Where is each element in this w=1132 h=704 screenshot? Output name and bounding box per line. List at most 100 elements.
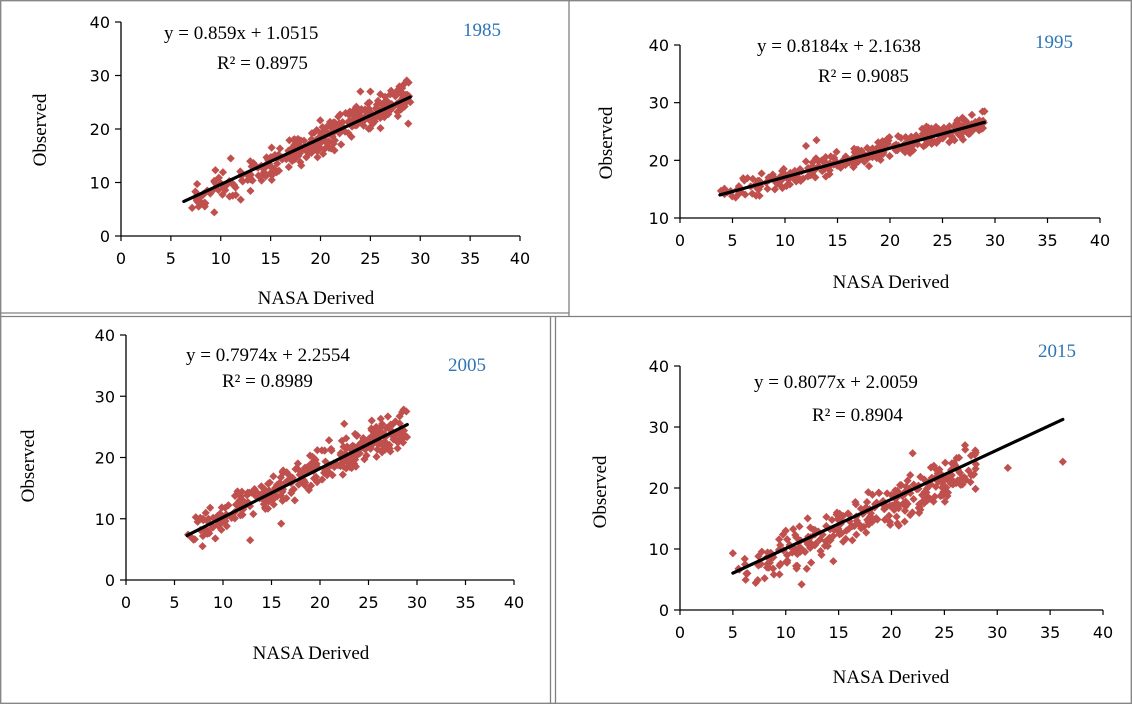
- point-2005-312: [352, 431, 361, 440]
- point-1985-224: [352, 121, 361, 130]
- x-tick-label-2005-10: 10: [213, 593, 233, 612]
- point-1995-294: [763, 184, 772, 193]
- x-tick-label-1995-35: 35: [1037, 231, 1057, 250]
- point-2015-24: [852, 530, 861, 539]
- point-1985-255: [313, 153, 322, 162]
- point-1985-314: [348, 115, 358, 124]
- x-tick-label-2005-30: 30: [407, 593, 427, 612]
- point-2005-99: [322, 471, 332, 480]
- xlabel-2015: NASA Derived: [833, 667, 950, 688]
- point-1985-162: [284, 146, 293, 155]
- point-2015-278: [885, 501, 894, 510]
- point-1985-290: [261, 170, 270, 179]
- point-1985-181: [323, 139, 332, 148]
- point-1995-180: [876, 155, 885, 165]
- point-2015-137: [892, 512, 901, 521]
- point-2005-314: [282, 468, 291, 477]
- chart-1995: 0 5 10 15 20 25 30 35 40 10 20 30 40 Observed NASA D…: [596, 32, 1110, 293]
- point-2015-134: [802, 564, 811, 573]
- point-2015-219: [961, 445, 970, 454]
- point-1985-241: [329, 139, 338, 148]
- trendline-1995: [718, 120, 987, 197]
- point-2015-260: [782, 557, 791, 567]
- x-tick-label-2015-5: 5: [728, 623, 738, 642]
- point-2005-174: [296, 470, 305, 479]
- point-2015-285: [850, 521, 859, 531]
- point-2015-238: [887, 490, 896, 500]
- point-2005-189: [307, 459, 316, 468]
- point-1985-73: [386, 86, 396, 95]
- point-1995-314: [930, 137, 939, 146]
- r2-2015: R² = 0.8904: [812, 405, 903, 426]
- point-2015-302: [797, 580, 806, 589]
- point-2015-36: [878, 496, 888, 506]
- point-2005-130: [198, 542, 207, 551]
- y-tick-label-2015-0: 0: [659, 601, 669, 620]
- point-2005-263: [381, 438, 391, 447]
- r2-1985: R² = 0.8975: [217, 53, 308, 74]
- x-tick-label-2005-25: 25: [358, 593, 378, 612]
- point-2015-204: [835, 509, 844, 518]
- x-tick-label-2005-15: 15: [261, 593, 281, 612]
- point-2005-291: [370, 434, 379, 443]
- point-2015-216: [909, 494, 918, 504]
- point-2015-47: [822, 512, 831, 522]
- point-1995-43: [950, 136, 959, 145]
- point-1995-175: [808, 158, 817, 167]
- point-1995-165: [885, 151, 894, 161]
- point-2015-304: [781, 526, 790, 535]
- point-1985-21: [275, 144, 285, 153]
- point-2015-111: [971, 460, 981, 469]
- point-1985-201: [267, 175, 276, 184]
- point-2005-281: [381, 445, 390, 454]
- point-1985-29: [359, 121, 368, 130]
- point-2015-181: [891, 500, 901, 510]
- point-1985-260: [289, 153, 298, 162]
- point-1995-115: [739, 174, 748, 183]
- x-tick-label-2015-10: 10: [776, 623, 796, 642]
- point-1985-51: [376, 123, 385, 133]
- point-2015-197: [756, 560, 766, 569]
- point-1985-227: [400, 102, 409, 111]
- point-1995-242: [849, 162, 858, 172]
- point-2015-195: [851, 497, 860, 507]
- point-1995-304: [782, 181, 791, 191]
- point-2015-227: [926, 480, 935, 489]
- point-2015-200: [823, 542, 832, 551]
- point-2015-283: [796, 547, 805, 556]
- point-2005-268: [324, 468, 334, 477]
- point-2005-221: [376, 423, 385, 432]
- point-2005-250: [372, 452, 381, 461]
- point-2005-111: [373, 445, 382, 454]
- point-1995-310: [768, 170, 777, 179]
- point-2005-264: [313, 478, 322, 487]
- point-2015-287: [939, 476, 948, 485]
- point-2015-156: [935, 465, 944, 474]
- point-1995-263: [949, 122, 959, 131]
- point-2005-34: [338, 470, 347, 479]
- point-2015-301: [1058, 457, 1067, 466]
- point-2015-222: [803, 514, 812, 523]
- point-1995-315: [945, 138, 954, 147]
- point-2015-257: [899, 498, 908, 508]
- point-1985-166: [347, 132, 356, 141]
- point-2005-52: [324, 436, 334, 445]
- point-1985-183: [391, 92, 400, 101]
- point-1995-225: [918, 124, 927, 133]
- point-1995-207: [812, 155, 822, 165]
- point-2005-103: [398, 438, 408, 447]
- point-1985-313: [345, 117, 354, 126]
- x-tick-label-1985-0: 0: [116, 249, 126, 268]
- point-2005-258: [377, 448, 387, 457]
- ylabel-2015: Observed: [590, 455, 611, 528]
- point-1985-293: [351, 104, 360, 113]
- point-2015-149: [741, 575, 750, 584]
- y-tick-label-2005-20: 20: [95, 449, 115, 468]
- x-tick-label-2005-5: 5: [169, 593, 179, 612]
- point-2015-297: [927, 473, 936, 482]
- point-2015-276: [826, 535, 835, 544]
- point-2005-106: [391, 417, 400, 426]
- point-1985-236: [316, 116, 325, 125]
- point-1995-110: [799, 174, 808, 183]
- point-2005-283: [245, 488, 254, 497]
